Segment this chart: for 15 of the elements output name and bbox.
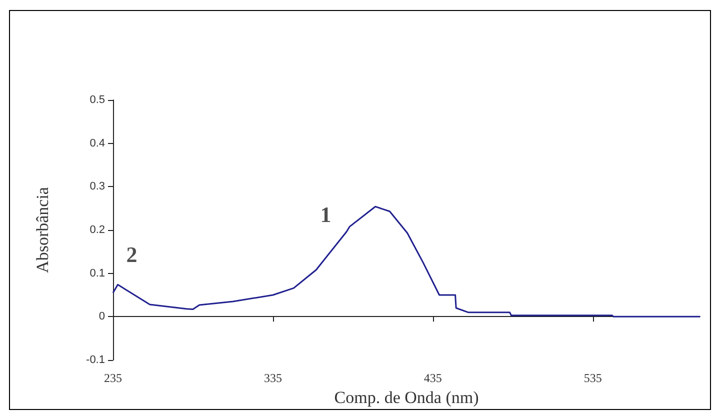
y-axis-title: Absorbância	[33, 186, 52, 273]
y-tick-label: -0.1	[86, 354, 105, 366]
annotation: 1	[320, 202, 332, 228]
x-tick-label: 235	[104, 371, 122, 385]
x-axis-title: Comp. de Onda (nm)	[334, 388, 479, 407]
x-tick-label: 435	[424, 371, 442, 385]
y-tick-label: 0.4	[90, 137, 105, 150]
x-tick-label: 335	[264, 371, 282, 385]
y-tick-label: 0.1	[90, 267, 105, 280]
y-tick-label: 0.2	[90, 224, 105, 236]
annotation: 2	[126, 242, 138, 268]
x-tick-label: 535	[584, 371, 602, 385]
y-tick-label: 0	[98, 310, 105, 323]
y-tick-label: 0.5	[90, 94, 105, 106]
y-tick-label: 0.3	[90, 180, 105, 193]
